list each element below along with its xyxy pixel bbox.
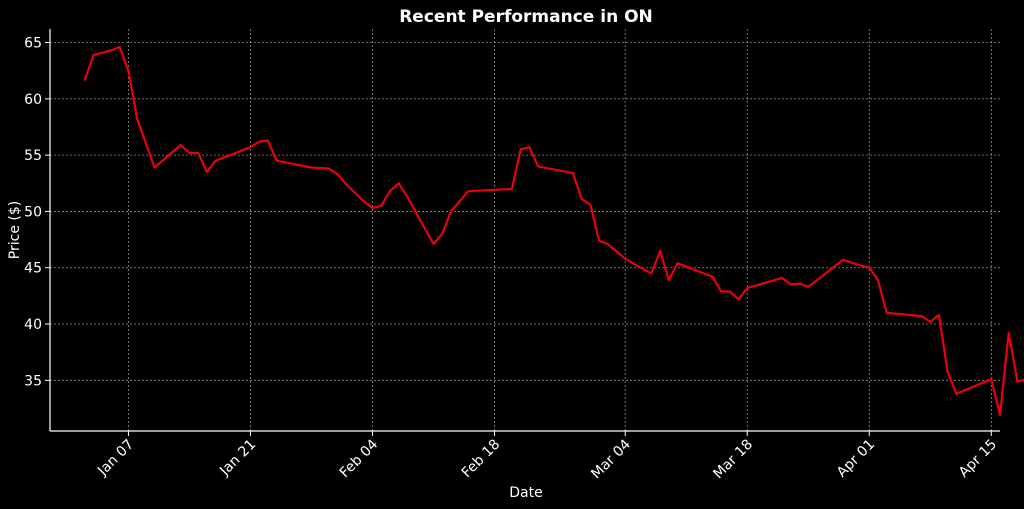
y-tick-label: 55 xyxy=(24,148,42,164)
y-tick-label: 40 xyxy=(24,317,42,333)
series-layer xyxy=(83,45,1024,417)
y-tick-label: 65 xyxy=(24,36,42,52)
chart-title: Recent Performance in ON xyxy=(399,7,653,27)
x-axis-label: Date xyxy=(509,485,542,501)
y-tick-label: 45 xyxy=(24,261,42,277)
y-tick-label: 60 xyxy=(24,92,42,108)
y-axis-label: Price ($) xyxy=(7,201,23,259)
y-tick-label: 35 xyxy=(24,373,42,389)
y-tick-label: 50 xyxy=(24,204,42,220)
series-line xyxy=(83,45,1024,417)
grid xyxy=(50,29,1000,431)
